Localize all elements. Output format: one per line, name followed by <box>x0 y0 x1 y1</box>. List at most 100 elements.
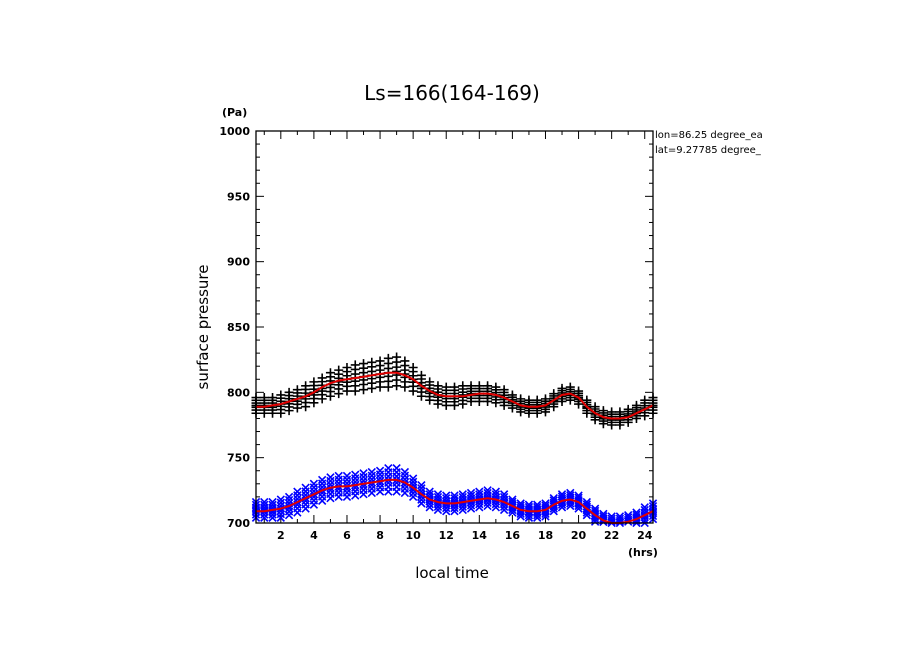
x-marker <box>408 492 418 502</box>
plus-marker <box>342 363 352 373</box>
plus-marker <box>499 385 509 395</box>
x-marker <box>557 492 567 501</box>
plus-marker <box>334 365 344 375</box>
x-marker <box>466 488 476 498</box>
x-marker <box>284 492 294 502</box>
x-marker <box>491 490 501 499</box>
x-marker <box>408 477 418 486</box>
x-marker <box>400 484 410 493</box>
x-tick-label: 4 <box>310 529 318 542</box>
x-tick-label: 18 <box>538 529 553 542</box>
x-marker <box>549 494 558 503</box>
x-marker <box>367 471 376 480</box>
x-marker <box>483 488 492 498</box>
plus-marker <box>565 382 575 392</box>
x-marker <box>326 476 335 486</box>
y-tick-label: 700 <box>227 517 250 530</box>
data-marks <box>251 352 658 528</box>
x-marker <box>367 467 376 477</box>
x-marker <box>624 510 633 520</box>
lat-annotation: lat=9.27785 degree_ <box>655 145 762 156</box>
x-marker <box>359 472 368 482</box>
x-marker <box>475 487 484 496</box>
x-tick-label: 10 <box>405 529 421 542</box>
x-axis-label: local time <box>415 564 489 582</box>
y-unit-label: (Pa) <box>222 106 247 119</box>
x-marker <box>640 503 649 512</box>
plus-marker <box>590 402 600 412</box>
plus-marker <box>491 382 501 392</box>
x-marker <box>582 497 591 507</box>
plus-marker <box>450 382 459 392</box>
plus-marker <box>416 370 426 380</box>
plus-marker <box>301 381 311 391</box>
x-marker <box>342 475 352 484</box>
plus-marker <box>268 393 278 403</box>
plus-marker <box>292 385 302 395</box>
x-marker <box>400 471 410 480</box>
x-tick-label: 24 <box>637 529 653 542</box>
plus-marker <box>532 395 542 405</box>
x-marker <box>301 500 310 509</box>
x-marker <box>417 499 426 508</box>
x-marker <box>351 474 360 483</box>
x-marker <box>491 487 501 496</box>
plus-marker <box>640 395 650 405</box>
x-marker <box>533 502 542 512</box>
x-marker <box>433 490 443 499</box>
lon-annotation: lon=86.25 degree_ea <box>655 130 763 141</box>
plus-marker <box>309 377 319 387</box>
x-marker <box>640 505 649 515</box>
x-marker <box>458 492 467 502</box>
plot-frame <box>255 130 654 524</box>
x-tick-label: 22 <box>604 529 619 542</box>
y-tick-label: 1000 <box>219 125 250 138</box>
plus-marker <box>483 381 493 391</box>
plus-marker <box>383 353 393 363</box>
x-marker <box>351 470 360 479</box>
x-marker <box>367 484 376 493</box>
x-marker <box>566 488 575 498</box>
x-marker <box>284 510 294 520</box>
x-tick-label: 2 <box>277 529 285 542</box>
x-marker <box>450 491 459 500</box>
x-marker <box>442 494 451 503</box>
plus-marker <box>259 393 269 403</box>
x-marker <box>475 490 484 499</box>
x-marker <box>624 513 633 522</box>
x-marker <box>566 491 575 500</box>
x-marker <box>276 513 285 522</box>
x-marker <box>425 490 434 499</box>
x-marker <box>417 487 426 496</box>
x-marker <box>499 490 509 499</box>
x-marker <box>466 491 476 500</box>
y-tick-label: 950 <box>227 190 250 203</box>
x-marker <box>392 463 401 473</box>
x-marker <box>342 488 352 497</box>
plus-marker <box>524 395 534 405</box>
x-marker <box>483 486 492 495</box>
plus-marker <box>375 356 385 366</box>
x-marker <box>309 483 319 492</box>
plus-marker <box>623 404 633 414</box>
x-marker <box>450 494 459 503</box>
x-marker <box>318 475 327 485</box>
plus-marker <box>474 381 484 391</box>
y-axis-label: surface pressure <box>194 265 212 390</box>
x-marker <box>541 499 550 508</box>
x-marker <box>516 499 525 508</box>
plus-marker <box>425 377 435 387</box>
x-marker <box>615 514 625 523</box>
plus-marker <box>367 357 377 367</box>
x-tick-label: 12 <box>439 529 454 542</box>
x-tick-label: 14 <box>472 529 488 542</box>
plus-marker <box>284 387 294 397</box>
x-marker <box>293 504 302 513</box>
plus-marker <box>615 407 625 417</box>
series-1-mean-line <box>256 371 654 420</box>
x-marker <box>293 491 302 500</box>
x-marker <box>499 492 509 502</box>
x-marker <box>574 491 583 500</box>
x-marker <box>400 467 410 477</box>
